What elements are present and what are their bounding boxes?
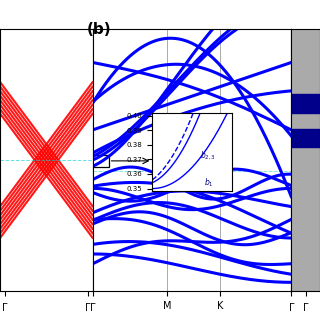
Text: $b_1$: $b_1$ bbox=[204, 177, 214, 189]
Bar bbox=[291, 129, 320, 147]
Bar bbox=[89, 155, 109, 167]
Text: $b_{2,3}$: $b_{2,3}$ bbox=[200, 150, 216, 163]
Text: (b): (b) bbox=[86, 22, 111, 37]
Bar bbox=[291, 94, 320, 113]
